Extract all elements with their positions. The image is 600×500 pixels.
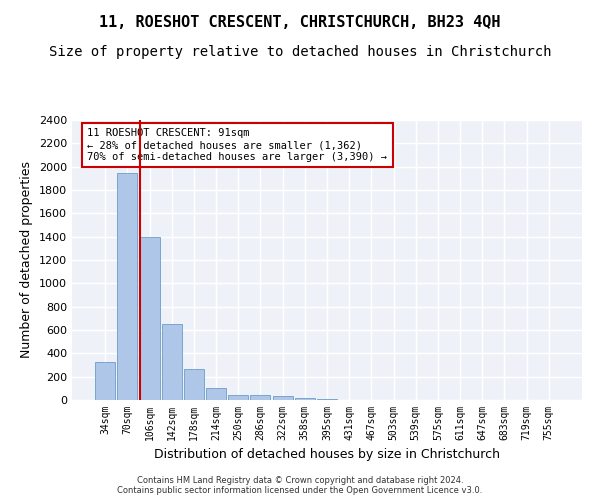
Bar: [118, 172, 137, 400]
Text: Contains HM Land Registry data © Crown copyright and database right 2024.
Contai: Contains HM Land Registry data © Crown c…: [118, 476, 482, 495]
Y-axis label: Number of detached properties: Number of detached properties: [20, 162, 34, 358]
Bar: [250, 396, 271, 400]
X-axis label: Distribution of detached houses by size in Christchurch: Distribution of detached houses by size …: [154, 448, 500, 462]
Bar: [95, 362, 115, 400]
Text: Size of property relative to detached houses in Christchurch: Size of property relative to detached ho…: [49, 45, 551, 59]
Bar: [272, 396, 293, 400]
Bar: [206, 388, 226, 400]
Bar: [295, 398, 315, 400]
Bar: [162, 324, 182, 400]
Bar: [184, 368, 204, 400]
Bar: [140, 236, 160, 400]
Text: 11, ROESHOT CRESCENT, CHRISTCHURCH, BH23 4QH: 11, ROESHOT CRESCENT, CHRISTCHURCH, BH23…: [99, 15, 501, 30]
Text: 11 ROESHOT CRESCENT: 91sqm
← 28% of detached houses are smaller (1,362)
70% of s: 11 ROESHOT CRESCENT: 91sqm ← 28% of deta…: [88, 128, 388, 162]
Bar: [228, 395, 248, 400]
